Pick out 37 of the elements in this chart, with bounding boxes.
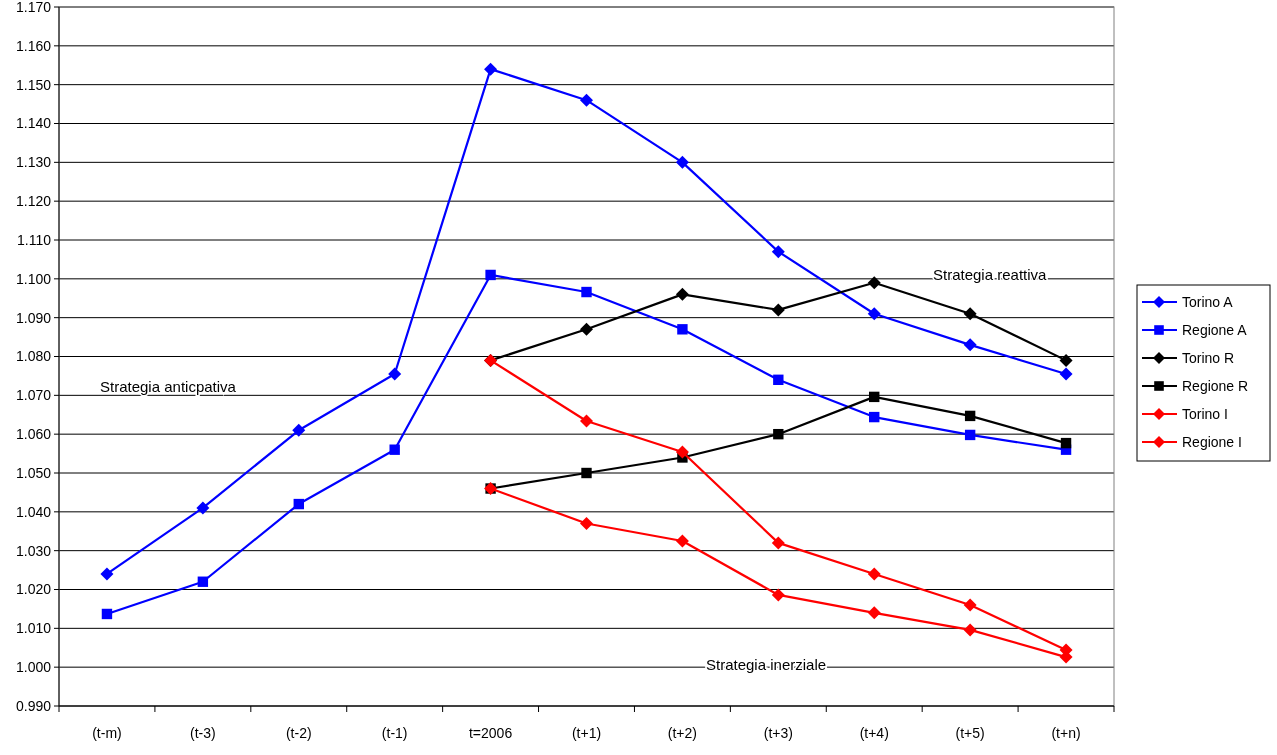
- y-tick-label: 1.080: [15, 348, 52, 365]
- y-tick-label: 1.000: [15, 659, 52, 676]
- legend-label: Regione I: [1182, 433, 1242, 450]
- y-tick-label: 1.090: [15, 309, 52, 326]
- y-tick-label: 1.110: [17, 231, 52, 248]
- y-tick-label: 1.050: [15, 464, 52, 481]
- y-tick-label: 1.030: [15, 542, 52, 559]
- y-tick-label: 1.070: [15, 387, 52, 404]
- x-tick-label: (t-m): [92, 725, 122, 741]
- y-tick-label: 1.150: [15, 76, 52, 93]
- legend-label: Torino R: [1182, 349, 1235, 366]
- legend-label: Torino A: [1182, 293, 1234, 310]
- y-tick-label: 1.040: [15, 503, 52, 520]
- annotation: Strategia anticpativa: [100, 378, 237, 395]
- x-tick-label: (t-2): [285, 725, 312, 741]
- x-tick-label: (t+5): [955, 725, 985, 741]
- y-tick-label: 0.990: [15, 697, 52, 714]
- y-tick-label: 1.060: [15, 426, 52, 443]
- legend-label: Torino I: [1182, 405, 1228, 422]
- x-tick-label: (t+3): [763, 725, 793, 741]
- x-tick-label: (t+1): [571, 725, 602, 741]
- y-tick-label: 1.120: [15, 193, 52, 210]
- y-tick-label: 1.020: [15, 581, 52, 598]
- legend-label: Regione R: [1182, 377, 1249, 394]
- y-tick-label: 1.130: [15, 154, 52, 171]
- x-tick-label: (t-3): [190, 725, 216, 741]
- x-tick-label: (t+2): [667, 725, 697, 741]
- x-tick-label: (t-1): [381, 725, 408, 741]
- y-tick-label: 1.170: [15, 0, 52, 15]
- x-tick-label: (t+n): [1051, 725, 1081, 741]
- x-tick-label: t=2006: [468, 725, 513, 741]
- legend-label: Regione A: [1182, 321, 1248, 338]
- y-tick-label: 1.140: [15, 115, 52, 132]
- y-tick-label: 1.010: [15, 620, 52, 637]
- y-tick-label: 1.100: [15, 270, 52, 287]
- x-tick-label: (t+4): [859, 725, 889, 741]
- y-tick-label: 1.160: [15, 37, 52, 54]
